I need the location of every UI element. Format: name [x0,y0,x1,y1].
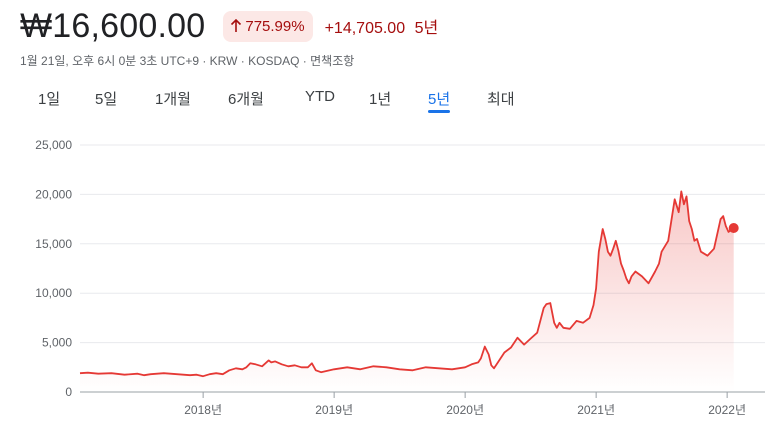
price-line-layer [79,190,739,378]
y-tick-label: 0 [65,385,72,399]
price-area-fill [80,191,734,392]
x-tick-label: 2018년 [184,403,222,417]
quote-info-line: 1월 21일, 오후 6시 0분 3초 UTC+9 · KRW · KOSDAQ… [20,54,355,68]
x-axis-ticks: 2018년 2019년 2020년 2021년 2022년 [184,392,746,417]
absolute-change: +14,705.00 5년 [325,14,439,38]
tab-1-year[interactable]: 1년 [369,91,392,108]
y-tick-label: 25,000 [35,138,72,152]
x-tick-label: 2020년 [446,403,484,417]
x-tick-label: 2021년 [577,403,615,417]
tab-5-year-label: 5년 [428,91,451,108]
y-tick-label: 10,000 [35,286,72,300]
tab-5-year[interactable]: 5년 [428,88,451,113]
y-axis-labels: 0 5,000 10,000 15,000 20,000 25,000 [35,138,72,399]
area-fill-layer [80,191,734,392]
price-line [79,190,735,378]
tab-1-day[interactable]: 1일 [38,91,61,108]
tab-max[interactable]: 최대 [487,91,515,108]
absolute-change-value: +14,705.00 [324,20,406,37]
active-tab-underline [428,110,451,113]
x-tick-label: 2019년 [315,403,353,417]
x-tick-label: 2022년 [708,403,746,417]
percent-change-badge: 775.99% [223,10,313,42]
arrow-up-icon [231,19,242,32]
percent-change-value: 775.99% [245,17,305,35]
tab-ytd[interactable]: YTD [305,88,335,105]
tab-5-day[interactable]: 5일 [95,91,118,108]
tab-6-month[interactable]: 6개월 [228,91,264,108]
change-period: 5년 [414,20,439,37]
tab-1-month[interactable]: 1개월 [155,91,191,108]
y-tick-label: 5,000 [42,336,72,350]
current-price: ₩16,600.00 [20,6,206,45]
y-tick-label: 15,000 [35,237,72,251]
price-header: ₩16,600.00 775.99% +14,705.00 5년 [20,6,438,46]
last-price-dot [728,222,739,233]
y-tick-label: 20,000 [35,187,72,201]
